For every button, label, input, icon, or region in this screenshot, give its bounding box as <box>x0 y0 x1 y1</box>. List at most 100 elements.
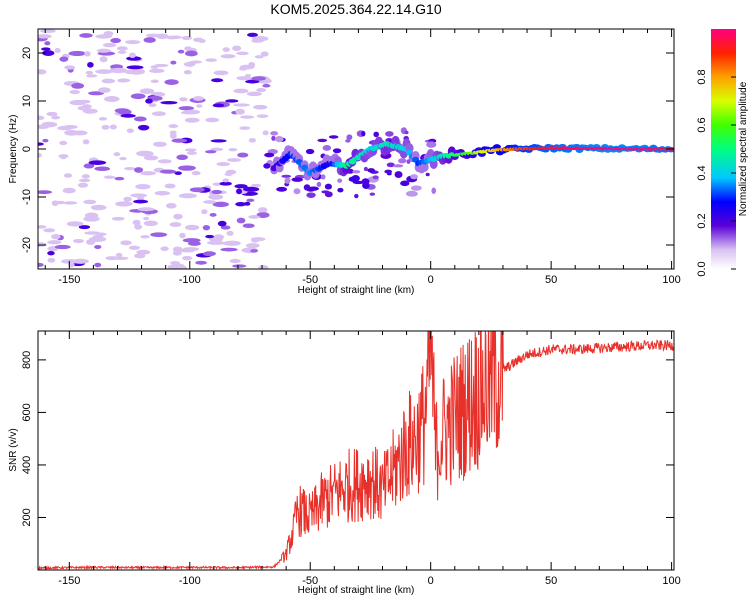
noise-blob <box>86 74 98 78</box>
noise-blob <box>179 248 196 253</box>
noise-blob <box>143 155 159 161</box>
noise-blob <box>233 88 249 94</box>
transition-blob <box>345 139 351 143</box>
noise-blob <box>244 201 251 206</box>
noise-blob <box>128 245 141 250</box>
noise-blob <box>43 228 56 233</box>
noise-blob <box>210 139 227 143</box>
noise-blob <box>94 262 102 268</box>
noise-blob <box>203 200 217 204</box>
x-tick-label: 50 <box>545 575 557 587</box>
noise-blob <box>38 115 45 121</box>
noise-blob <box>183 61 196 67</box>
x-tick-label: -50 <box>302 575 318 587</box>
x-tick-label: -150 <box>58 274 80 286</box>
noise-blob <box>211 189 223 195</box>
noise-blob <box>62 125 78 130</box>
noise-blob <box>188 241 201 246</box>
transition-blob <box>400 180 410 187</box>
noise-blob <box>246 198 255 202</box>
noise-blob <box>212 103 225 108</box>
noise-blob <box>220 54 236 59</box>
noise-blob <box>64 65 76 70</box>
noise-blob <box>38 142 44 146</box>
noise-blob <box>143 37 156 43</box>
noise-blob <box>83 199 97 205</box>
noise-blob <box>47 250 55 256</box>
noise-blob <box>117 50 127 54</box>
noise-blob <box>145 98 153 104</box>
transition-blob <box>317 138 328 143</box>
noise-blob <box>184 224 200 231</box>
noise-blob <box>239 126 251 130</box>
transition-blob <box>264 152 275 158</box>
noise-blob <box>137 124 150 131</box>
colorbar-gradient <box>711 29 736 269</box>
spectrogram-y-axis-title: Frequency (Hz) <box>8 115 19 184</box>
noise-blob <box>153 141 167 147</box>
noise-blob <box>78 225 91 230</box>
noise-blob <box>123 196 132 202</box>
noise-blob <box>42 50 55 56</box>
noise-blob <box>62 201 78 205</box>
noise-blob <box>171 138 188 143</box>
noise-blob <box>262 130 269 136</box>
noise-blob <box>224 172 233 177</box>
transition-blob <box>337 178 343 183</box>
transition-blob <box>316 181 322 187</box>
noise-blob <box>168 80 178 85</box>
noise-blob <box>134 167 144 173</box>
noise-blob <box>124 167 136 171</box>
colorbar: 0.0 0.2 0.4 0.6 0.8 Normalized spectral ampl… <box>696 29 749 277</box>
noise-blob <box>233 103 250 107</box>
noise-blob <box>128 68 146 75</box>
noise-blob <box>133 116 147 122</box>
noise-blob <box>88 160 107 165</box>
transition-blob <box>281 174 292 178</box>
noise-blob <box>95 69 113 74</box>
noise-blob <box>156 33 169 40</box>
noise-blob <box>101 124 110 130</box>
noise-blob <box>103 30 114 37</box>
y-tick-label: -20 <box>21 237 33 253</box>
noise-blob <box>178 193 197 199</box>
noise-blob <box>120 113 136 118</box>
noise-blob <box>179 97 188 102</box>
x-tick-label: 0 <box>428 274 434 286</box>
transition-blob <box>431 187 437 194</box>
noise-blob <box>98 117 108 121</box>
noise-blob <box>251 238 260 243</box>
y-tick-label: 600 <box>21 403 33 421</box>
noise-blob <box>205 58 218 62</box>
noise-blob <box>84 51 91 57</box>
noise-blob <box>222 178 230 183</box>
noise-blob <box>115 252 123 258</box>
noise-blob <box>40 29 56 34</box>
snr-frame <box>37 330 675 571</box>
noise-blob <box>137 207 155 212</box>
noise-blob <box>251 39 264 43</box>
noise-blob <box>213 70 229 76</box>
noise-blob <box>216 162 230 167</box>
noise-blob <box>202 251 216 257</box>
noise-blob <box>56 200 65 205</box>
noise-blob <box>217 220 227 227</box>
noise-blob <box>38 262 44 267</box>
snr-axes: -150 -100 -50 0 50 100 200 400 600 800 <box>21 331 681 587</box>
noise-blob <box>169 261 180 265</box>
noise-blob <box>236 217 246 224</box>
noise-blob <box>98 87 111 93</box>
noise-blob <box>204 150 217 154</box>
noise-blob <box>111 256 129 260</box>
noise-blob <box>182 255 193 261</box>
noise-blob <box>126 56 142 61</box>
noise-blob <box>232 45 242 52</box>
noise-blob <box>150 65 159 69</box>
noise-blob <box>82 108 98 114</box>
noise-blob <box>54 48 61 54</box>
noise-blob <box>196 104 203 108</box>
noise-blob <box>198 38 206 43</box>
y-tick-label: 10 <box>21 95 33 107</box>
